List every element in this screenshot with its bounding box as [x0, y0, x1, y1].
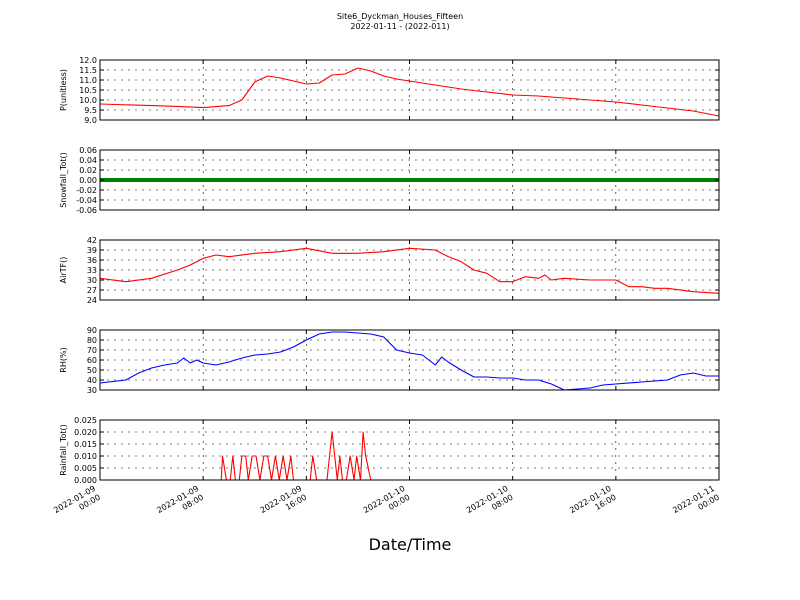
y-axis-label: Snowfall_Tot() — [59, 152, 68, 208]
x-axis-label: Date/Time — [369, 535, 452, 554]
y-tick-label: 27 — [87, 286, 97, 295]
y-tick-label: 0.02 — [79, 166, 97, 175]
y-tick-label: -0.04 — [76, 196, 97, 205]
y-tick-label: 0.06 — [79, 146, 97, 155]
y-tick-label: 12.0 — [79, 56, 97, 65]
y-tick-label: 30 — [87, 386, 97, 395]
y-tick-label: 0.010 — [74, 452, 97, 461]
y-tick-label: 80 — [87, 336, 97, 345]
y-tick-label: 9.0 — [84, 116, 97, 125]
series-line — [99, 331, 719, 391]
figure-title-line1: Site6_Dyckman_Houses_Fifteen — [337, 12, 463, 21]
y-tick-label: 0.00 — [79, 176, 97, 185]
y-tick-label: 39 — [87, 246, 97, 255]
panel-1: 9.09.510.010.511.011.512.0 P(unitless) — [59, 56, 720, 125]
series-line — [99, 67, 720, 117]
y-tick-label: 30 — [87, 276, 97, 285]
y-tick-label: 0.005 — [74, 464, 97, 473]
y-tick-label: 90 — [87, 326, 97, 335]
y-tick-label: 36 — [87, 256, 97, 265]
y-tick-label: 0.020 — [74, 428, 97, 437]
y-axis-label: AirTF() — [59, 257, 68, 284]
y-tick-label: -0.02 — [76, 186, 97, 195]
y-tick-label: -0.06 — [76, 206, 97, 215]
panel-5: 0.000 0.005 0.010 0.015 0.020 0.025 Rainfall_T… — [59, 416, 720, 485]
y-tick-label: 40 — [87, 376, 97, 385]
y-tick-label: 0.015 — [74, 440, 97, 449]
y-tick-label: 70 — [87, 346, 97, 355]
y-tick-label: 10.5 — [79, 86, 97, 95]
y-axis-label: Rainfall_Tot() — [59, 424, 68, 476]
y-axis-label: P(unitless) — [59, 69, 68, 111]
y-tick-label: 24 — [87, 296, 97, 305]
panels: 9.09.510.010.511.011.512.0 P(unitless) -0.… — [59, 56, 720, 485]
y-tick-label: 33 — [87, 266, 97, 275]
y-tick-label: 60 — [87, 356, 97, 365]
y-tick-label: 50 — [87, 366, 97, 375]
y-tick-label: 42 — [87, 236, 97, 245]
y-tick-label: 0.025 — [74, 416, 97, 425]
y-tick-label: 10.0 — [79, 96, 97, 105]
series-line — [99, 247, 720, 294]
y-axis-label: RH(%) — [59, 347, 68, 372]
y-tick-label: 0.04 — [79, 156, 97, 165]
figure-title-line2: 2022-01-11 - (2022-011) — [350, 22, 449, 31]
y-tick-label: 9.5 — [84, 106, 97, 115]
panel-2: -0.06-0.04-0.020.000.020.040.06 Snowfall_… — [59, 146, 720, 215]
y-tick-label: 0.000 — [74, 476, 97, 485]
y-tick-label: 11.0 — [79, 76, 97, 85]
y-tick-label: 11.5 — [79, 66, 97, 75]
